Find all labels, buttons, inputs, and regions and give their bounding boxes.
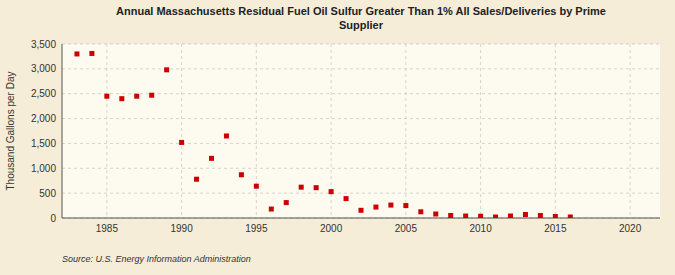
x-tick-label: 2010 xyxy=(469,223,492,234)
y-tick-label: 1,500 xyxy=(31,138,56,149)
y-grid-line xyxy=(62,193,660,194)
points xyxy=(74,51,572,218)
y-grid-line xyxy=(62,68,660,69)
point xyxy=(359,208,364,213)
point xyxy=(134,94,139,99)
y-tick-label: 3,500 xyxy=(31,39,56,50)
y-tick-label: 2,000 xyxy=(31,113,56,124)
point xyxy=(119,96,124,101)
x-grid-line xyxy=(106,44,107,218)
x-tick-label: 1990 xyxy=(170,223,193,234)
point xyxy=(89,51,94,56)
x-tick-label: 2020 xyxy=(619,223,642,234)
x-grid-line xyxy=(480,44,481,218)
background xyxy=(0,0,675,275)
title-line: Supplier xyxy=(339,19,384,31)
point xyxy=(179,140,184,145)
x-tick-label: 1995 xyxy=(245,223,268,234)
y-axis-line xyxy=(62,44,63,218)
tick-labels: 0 500 1,000 1,500 2,000 2,500 3,000 3,500 1985 19… xyxy=(31,39,642,235)
y-tick-label: 3,000 xyxy=(31,63,56,74)
x-grid-line xyxy=(630,44,631,218)
x-grid-line xyxy=(405,44,406,218)
chart-svg: 0 500 1,000 1,500 2,000 2,500 3,000 3,500 1985 19… xyxy=(0,0,675,275)
point xyxy=(463,214,468,218)
point xyxy=(568,215,573,218)
point xyxy=(418,209,423,214)
y-tick-label: 2,500 xyxy=(31,88,56,99)
point xyxy=(523,212,528,217)
point xyxy=(433,212,438,217)
x-tick-label: 1985 xyxy=(96,223,119,234)
point xyxy=(284,200,289,205)
y-axis-label: Thousand Gallons per Day xyxy=(5,72,16,191)
title: Annual Massachusetts Residual Fuel Oil S… xyxy=(116,5,606,31)
y-grid-line xyxy=(62,143,660,144)
point xyxy=(403,203,408,208)
x-tick-label: 2015 xyxy=(544,223,567,234)
x-grid-line xyxy=(181,44,182,218)
point xyxy=(254,184,259,189)
point xyxy=(448,213,453,218)
y-grid-line xyxy=(62,168,660,169)
point xyxy=(553,214,558,218)
title-line: Annual Massachusetts Residual Fuel Oil S… xyxy=(116,5,606,17)
y-tick-label: 1,000 xyxy=(31,163,56,174)
x-grid-line xyxy=(256,44,257,218)
plot-background xyxy=(62,44,660,218)
point xyxy=(299,185,304,190)
point xyxy=(373,205,378,210)
y-grid-line xyxy=(62,118,660,119)
point xyxy=(344,196,349,201)
point xyxy=(194,177,199,182)
point xyxy=(164,67,169,72)
y-grid-line xyxy=(62,44,660,45)
point xyxy=(388,203,393,208)
point xyxy=(209,156,214,161)
point xyxy=(74,51,79,56)
point xyxy=(478,214,483,218)
point xyxy=(314,185,319,190)
point xyxy=(149,93,154,98)
y-tick-label: 0 xyxy=(50,213,56,224)
source-note: Source: U.S. Energy Information Administ… xyxy=(62,254,251,264)
point xyxy=(329,189,334,194)
point xyxy=(239,172,244,177)
point xyxy=(224,133,229,138)
point xyxy=(104,94,109,99)
x-tick-label: 2000 xyxy=(320,223,343,234)
x-tick-label: 2005 xyxy=(395,223,418,234)
point xyxy=(508,214,513,218)
y-tick-label: 500 xyxy=(39,188,56,199)
point xyxy=(538,213,543,218)
point xyxy=(269,207,274,212)
grid xyxy=(62,44,660,218)
chart-container: 0 500 1,000 1,500 2,000 2,500 3,000 3,500 1985 19… xyxy=(0,0,675,275)
x-grid-line xyxy=(555,44,556,218)
point xyxy=(493,215,498,218)
